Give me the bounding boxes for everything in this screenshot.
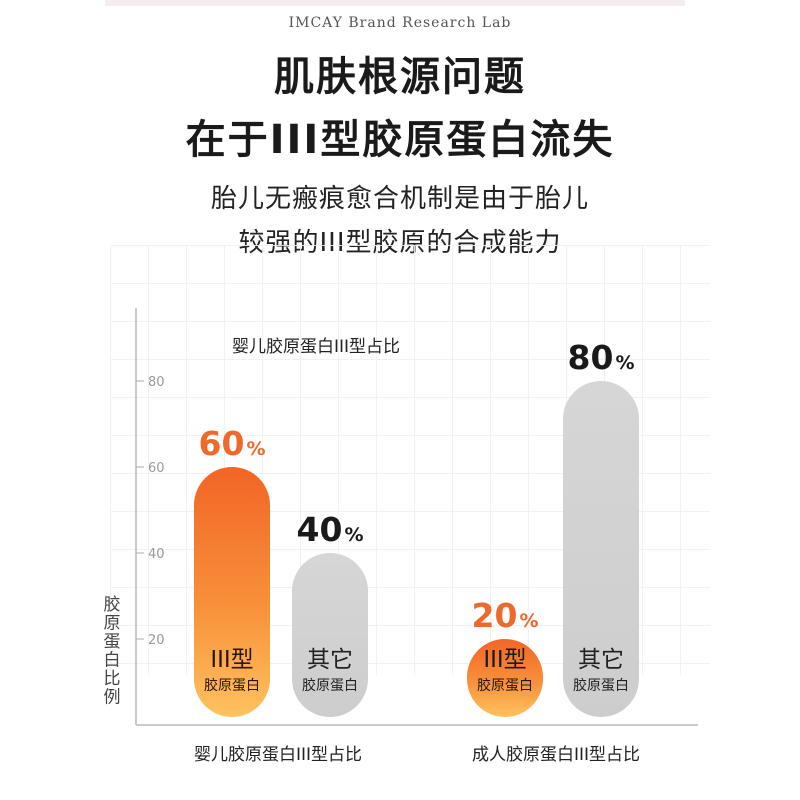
y-axis-label-char: 原 <box>104 614 121 634</box>
bar-other-collagen <box>292 553 368 717</box>
bar-type3-collagen <box>467 639 543 717</box>
brand-lab-label: IMCAY Brand Research Lab <box>288 15 512 31</box>
bar-series-sublabel: 胶原蛋白 <box>302 677 358 694</box>
bar-series-sublabel: 胶原蛋白 <box>204 677 260 694</box>
chart-inner-label: 婴儿胶原蛋白III型占比 <box>232 337 400 357</box>
bar-series-sublabel: 胶原蛋白 <box>573 677 629 694</box>
y-tick-label: 80 <box>148 375 165 390</box>
x-category-label: 成人胶原蛋白III型占比 <box>472 745 640 765</box>
page-title-line2: 在于III型胶原蛋白流失 <box>185 117 615 163</box>
bar-series-label: 其它 <box>307 647 353 673</box>
y-tick-label: 60 <box>148 461 165 476</box>
y-axis-label-char: 胶 <box>104 595 121 615</box>
bar-value-label: 60% <box>199 424 266 463</box>
y-axis-label-char: 比 <box>104 669 121 689</box>
bar-value-label: 80% <box>568 338 635 377</box>
y-tick-label: 40 <box>148 547 165 562</box>
y-axis-label-char: 白 <box>104 651 121 671</box>
y-axis-label-char: 例 <box>104 688 121 708</box>
bar-series-sublabel: 胶原蛋白 <box>477 677 533 694</box>
y-tick-label: 20 <box>148 633 165 648</box>
bar-series-label: III型 <box>210 647 253 673</box>
bar-series-label: 其它 <box>578 647 624 673</box>
subtitle-line1: 胎儿无瘢痕愈合机制是由于胎儿 <box>210 184 589 214</box>
bar-type3-collagen <box>194 467 270 717</box>
y-axis-label-char: 蛋 <box>104 632 121 652</box>
bar-series-label: III型 <box>483 647 526 673</box>
x-category-label: 婴儿胶原蛋白III型占比 <box>194 745 362 765</box>
bar-value-label: 20% <box>472 596 539 635</box>
top-decoration-bar <box>105 0 685 6</box>
page-title-line1: 肌肤根源问题 <box>274 54 526 100</box>
bar-value-label: 40% <box>297 510 364 549</box>
bar-other-collagen <box>563 381 639 717</box>
